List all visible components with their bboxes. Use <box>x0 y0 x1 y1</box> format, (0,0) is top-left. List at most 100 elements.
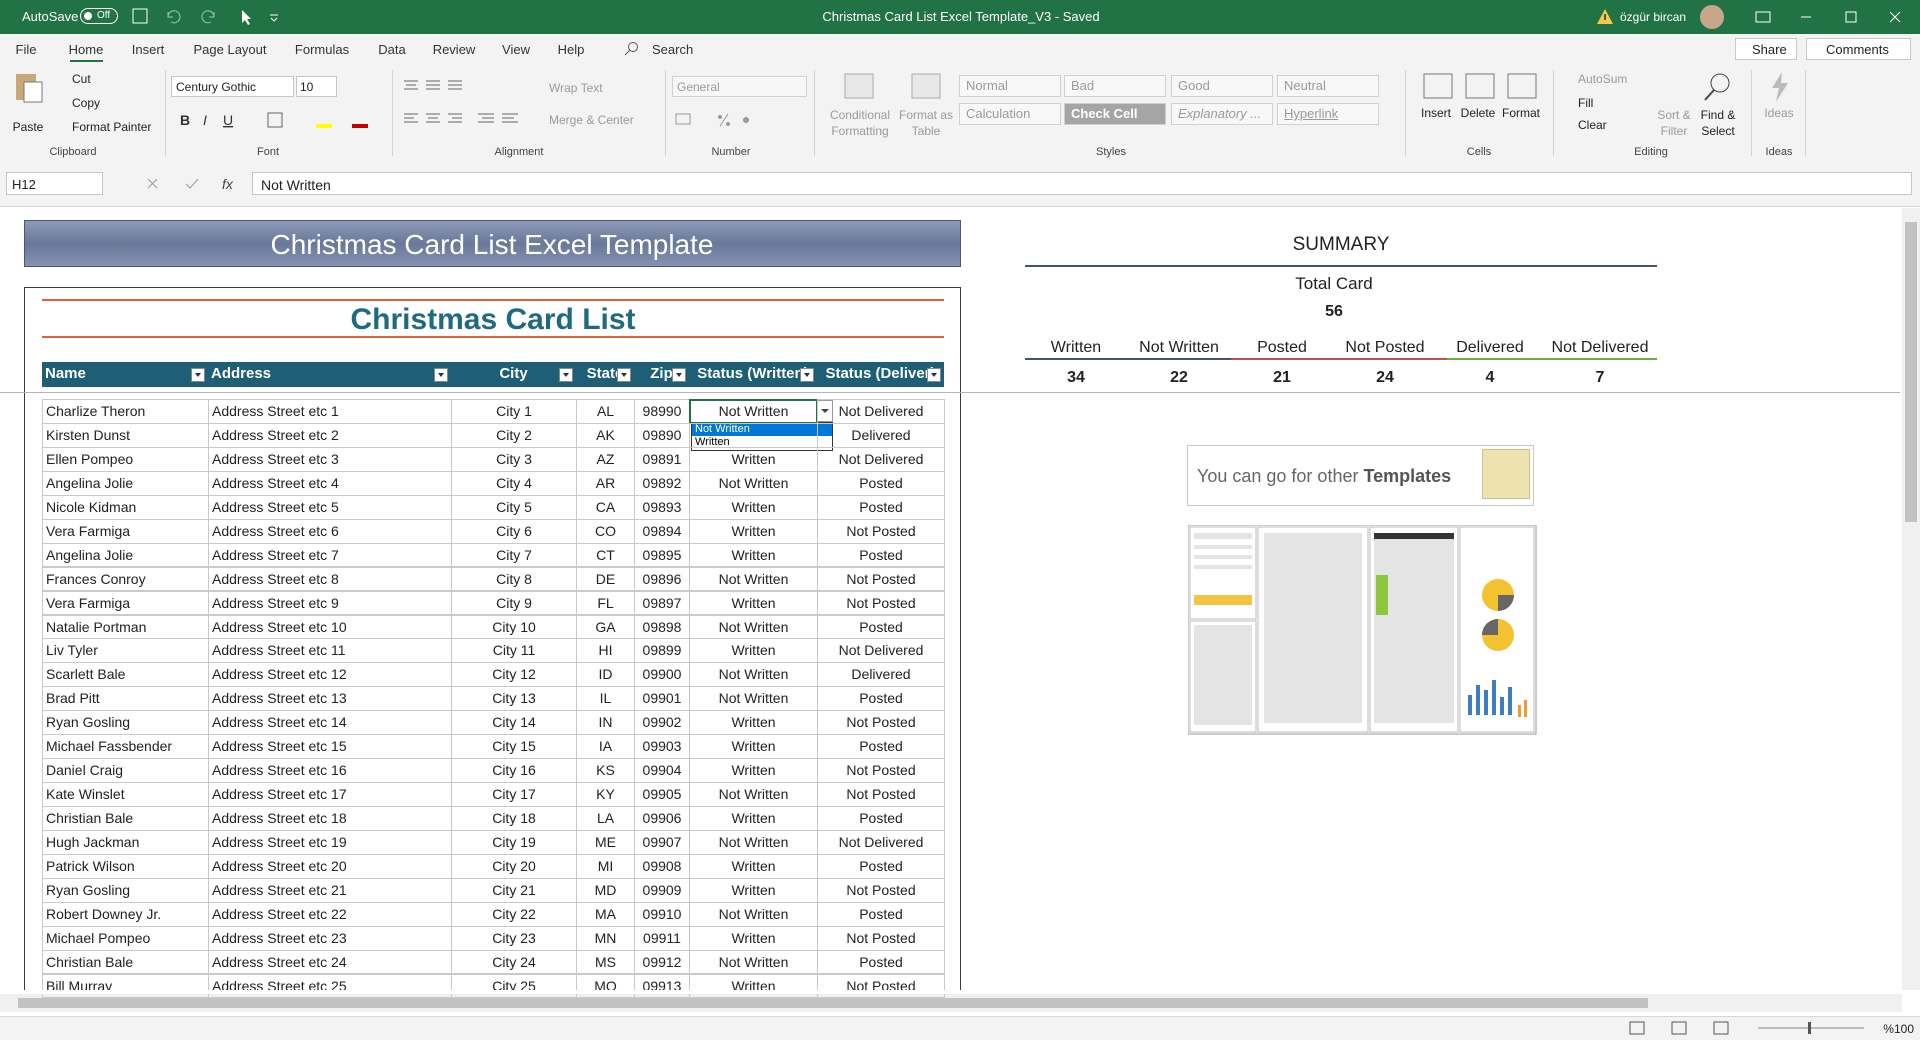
table-cell[interactable]: 09906 <box>634 806 690 831</box>
ribbon-tab[interactable]: Formulas <box>295 43 349 56</box>
insert-function-button[interactable]: fx <box>222 177 233 191</box>
cell-style[interactable]: Check Cell <box>1064 103 1166 125</box>
table-cell[interactable]: City 7 <box>451 543 577 568</box>
table-cell[interactable]: Vera Farmiga <box>42 591 209 616</box>
table-cell[interactable]: Written <box>689 710 818 735</box>
table-cell[interactable]: City 23 <box>451 926 577 951</box>
table-cell[interactable]: Address Street etc 23 <box>208 926 452 951</box>
table-cell[interactable]: Not Written <box>689 471 818 496</box>
table-cell[interactable]: Posted <box>817 950 945 975</box>
table-cell[interactable]: Not Delivered <box>817 830 945 855</box>
sort-filter-button[interactable]: Sort & Filter <box>1649 107 1699 139</box>
table-cell[interactable]: Written <box>689 495 818 520</box>
filter-button[interactable] <box>672 368 686 382</box>
table-cell[interactable]: Kate Winslet <box>42 782 209 807</box>
table-cell[interactable]: 98990 <box>634 399 690 424</box>
table-cell[interactable]: MA <box>576 902 635 927</box>
table-cell[interactable]: 09897 <box>634 591 690 616</box>
table-cell[interactable]: City 6 <box>451 519 577 544</box>
table-cell[interactable]: Address Street etc 4 <box>208 471 452 496</box>
table-cell[interactable]: Not Written <box>689 686 818 711</box>
table-cell[interactable]: City 16 <box>451 758 577 783</box>
paste-icon[interactable] <box>12 70 48 106</box>
table-cell[interactable]: IA <box>576 734 635 759</box>
filter-button[interactable] <box>434 368 448 382</box>
table-cell[interactable]: Address Street etc 9 <box>208 591 452 616</box>
table-cell[interactable]: Written <box>689 519 818 544</box>
search-box[interactable]: Search <box>652 43 693 56</box>
filter-button[interactable] <box>191 368 205 382</box>
table-cell[interactable]: Patrick Wilson <box>42 854 209 879</box>
table-cell[interactable]: 09902 <box>634 710 690 735</box>
table-cell[interactable]: KS <box>576 758 635 783</box>
conditional-formatting-button[interactable]: Conditional Formatting <box>820 107 900 139</box>
vertical-thumb[interactable] <box>1905 222 1917 522</box>
format-as-table-button[interactable]: Format as Table <box>896 107 956 139</box>
table-cell[interactable]: AL <box>576 399 635 424</box>
borders-button[interactable] <box>268 113 282 127</box>
table-cell[interactable]: Address Street etc 6 <box>208 519 452 544</box>
horizontal-thumb[interactable] <box>18 998 1648 1008</box>
table-cell[interactable]: Address Street etc 17 <box>208 782 452 807</box>
ribbon-display-button[interactable] <box>1756 12 1770 22</box>
table-cell[interactable]: Written <box>689 926 818 951</box>
table-cell[interactable]: Not Written <box>689 950 818 975</box>
page-layout-view[interactable] <box>1672 1022 1686 1034</box>
table-cell[interactable]: ME <box>576 830 635 855</box>
table-cell[interactable]: MI <box>576 854 635 879</box>
table-cell[interactable]: Delivered <box>817 423 945 448</box>
table-cell[interactable]: CO <box>576 519 635 544</box>
paste-button[interactable]: Paste <box>13 121 44 133</box>
normal-view[interactable] <box>1630 1022 1644 1034</box>
ribbon-tab[interactable]: Home <box>69 43 104 56</box>
table-cell[interactable]: 09894 <box>634 519 690 544</box>
table-cell[interactable]: Written <box>689 638 818 663</box>
user-name[interactable]: özgür bircan <box>1620 11 1686 23</box>
table-cell[interactable]: 09890 <box>634 423 690 448</box>
avatar[interactable] <box>1700 5 1724 29</box>
table-cell[interactable]: Angelina Jolie <box>42 471 209 496</box>
ribbon-tab[interactable]: Data <box>378 43 405 56</box>
table-cell[interactable]: Bill Murray <box>42 974 209 999</box>
table-cell[interactable]: 09911 <box>634 926 690 951</box>
italic-button[interactable]: I <box>203 112 207 128</box>
autosum-button[interactable]: AutoSum <box>1578 73 1627 85</box>
table-cell[interactable]: 09898 <box>634 615 690 640</box>
table-cell[interactable]: MS <box>576 950 635 975</box>
table-cell[interactable]: Hugh Jackman <box>42 830 209 855</box>
table-cell[interactable]: IN <box>576 710 635 735</box>
filter-button[interactable] <box>559 368 573 382</box>
filter-button[interactable] <box>927 368 941 382</box>
table-cell[interactable]: Address Street etc 3 <box>208 447 452 472</box>
table-cell[interactable]: 09895 <box>634 543 690 568</box>
find-select-button[interactable]: Find & Select <box>1693 107 1743 139</box>
customize-icon[interactable] <box>270 15 278 21</box>
table-cell[interactable]: City 11 <box>451 638 577 663</box>
table-cell[interactable]: ID <box>576 662 635 687</box>
zoom-thumb[interactable] <box>1808 1022 1811 1034</box>
table-cell[interactable]: Address Street etc 11 <box>208 638 452 663</box>
enter-button[interactable] <box>186 179 198 188</box>
table-cell[interactable]: Liv Tyler <box>42 638 209 663</box>
table-cell[interactable]: AZ <box>576 447 635 472</box>
ribbon-tab[interactable]: Page Layout <box>193 43 266 56</box>
table-cell[interactable]: 09913 <box>634 974 690 999</box>
table-cell[interactable]: Written <box>689 878 818 903</box>
table-cell[interactable]: GA <box>576 615 635 640</box>
table-cell[interactable]: Brad Pitt <box>42 686 209 711</box>
table-cell[interactable]: 09903 <box>634 734 690 759</box>
table-cell[interactable]: FL <box>576 591 635 616</box>
table-cell[interactable]: HI <box>576 638 635 663</box>
filter-button[interactable] <box>800 368 814 382</box>
table-cell[interactable]: Ryan Gosling <box>42 710 209 735</box>
table-cell[interactable]: 09901 <box>634 686 690 711</box>
table-cell[interactable]: City 18 <box>451 806 577 831</box>
table-cell[interactable]: Ellen Pompeo <box>42 447 209 472</box>
table-cell[interactable]: Not Written <box>689 782 818 807</box>
formula-input[interactable] <box>252 172 1912 195</box>
template-thumbnails[interactable] <box>1188 525 1537 735</box>
fill-color-button[interactable] <box>316 124 332 128</box>
table-cell[interactable]: Not Posted <box>817 567 945 592</box>
table-cell[interactable]: City 3 <box>451 447 577 472</box>
copy-button[interactable]: Copy <box>72 97 100 109</box>
